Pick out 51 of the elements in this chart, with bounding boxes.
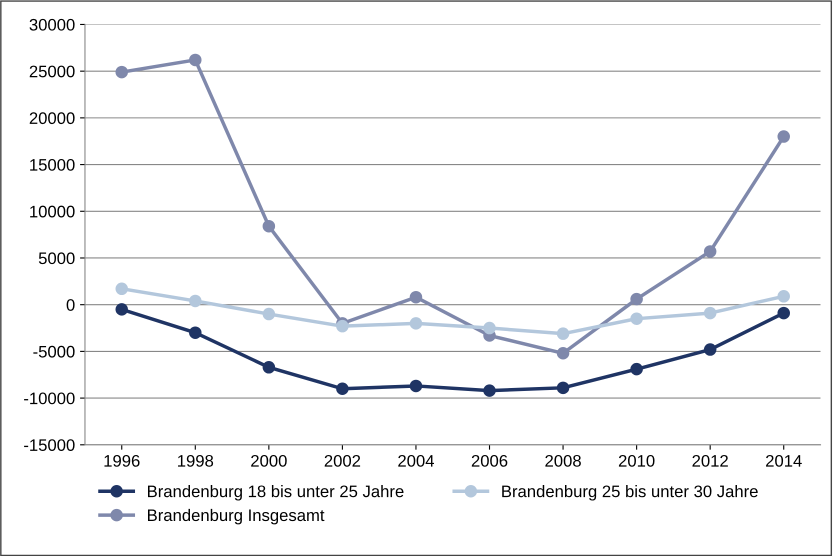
point [777,306,790,320]
point [630,292,643,306]
y-tick-label: 25000 [30,66,75,78]
point [630,362,643,376]
point [630,312,643,325]
point [115,303,128,316]
x-tick-label: 2004 [398,454,434,467]
point [262,220,276,232]
y-tick-label: 15000 [30,158,75,171]
legend-label: Brandenburg Insgesamt [148,508,324,524]
x-tick-label: 2002 [324,454,360,467]
legend-label: Brandenburg 18 bis unter 25 Jahre [148,485,404,501]
point [483,384,496,397]
point [777,290,790,303]
point [483,322,496,334]
point [115,66,128,78]
point [704,343,716,356]
x-tick-label: 2006 [472,454,508,467]
x-tick-label: 2010 [618,454,655,467]
point [410,290,422,304]
y-tick-label: 5000 [38,252,75,264]
point [336,382,349,396]
y-tick-label: -15000 [24,439,75,452]
point [704,245,716,258]
y-tick-label: 30000 [30,18,75,31]
y-tick-label: 20000 [30,112,75,124]
point [336,320,349,332]
x-tick-label: 2000 [251,454,287,467]
y-tick-label: -10000 [24,392,75,404]
point [115,282,128,296]
point [262,361,276,374]
point [189,326,202,339]
x-tick-label: 1998 [178,454,214,467]
point [556,347,570,360]
point [777,130,790,143]
x-tick-label: 1996 [104,454,140,467]
point [410,317,422,330]
point [704,306,716,320]
y-tick-label: 0 [66,299,75,311]
y-tick-label: 10000 [30,206,75,218]
x-tick-label: 2012 [692,454,728,467]
y-tick-label: -5000 [33,346,75,358]
point [410,380,422,392]
point [556,327,570,340]
point [189,54,202,66]
x-tick-label: 2008 [545,454,581,467]
legend-label: Brandenburg 25 bis unter 30 Jahre [502,485,758,501]
point [262,308,276,320]
x-tick-label: 2014 [766,454,802,467]
point [556,382,570,394]
point [189,294,202,308]
